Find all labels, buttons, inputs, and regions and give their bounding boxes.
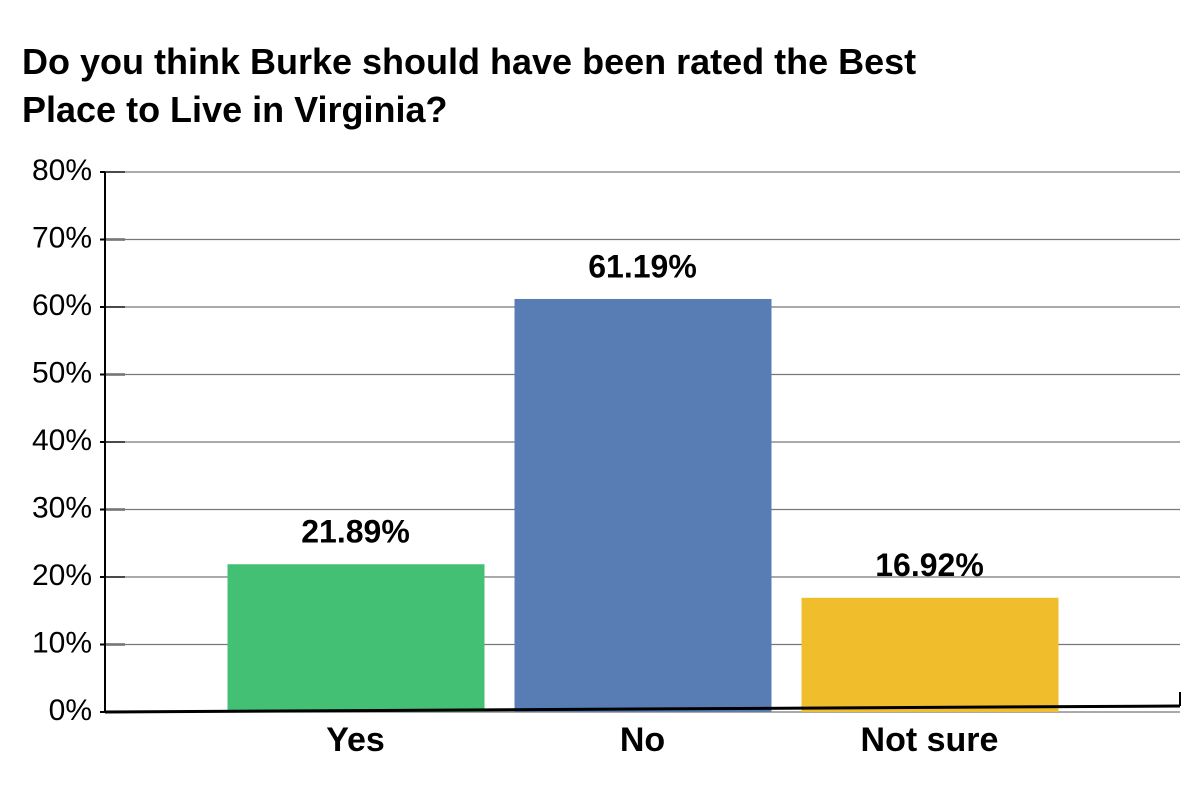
y-tick-label: 40% <box>32 424 92 457</box>
y-tick-label: 60% <box>32 289 92 322</box>
x-axis <box>104 704 1181 714</box>
y-tick-label: 30% <box>32 491 92 524</box>
y-tick-label: 10% <box>32 626 92 659</box>
value-label: 16.92% <box>875 547 984 583</box>
y-tick-label: 20% <box>32 559 92 592</box>
x-tick-label: Yes <box>326 721 385 759</box>
value-label: 21.89% <box>301 514 410 550</box>
bar <box>801 597 1059 712</box>
y-tick-label: 50% <box>32 356 92 389</box>
x-tick-label: No <box>620 721 665 759</box>
y-tick-label: 80% <box>32 154 92 187</box>
bar <box>227 564 485 712</box>
y-tick-label: 70% <box>32 221 92 254</box>
x-tick-label: Not sure <box>861 721 999 759</box>
chart-title: Do you think Burke should have been rate… <box>22 41 917 130</box>
value-label: 61.19% <box>588 248 697 284</box>
bar <box>514 298 772 712</box>
y-tick-label: 0% <box>49 694 92 727</box>
